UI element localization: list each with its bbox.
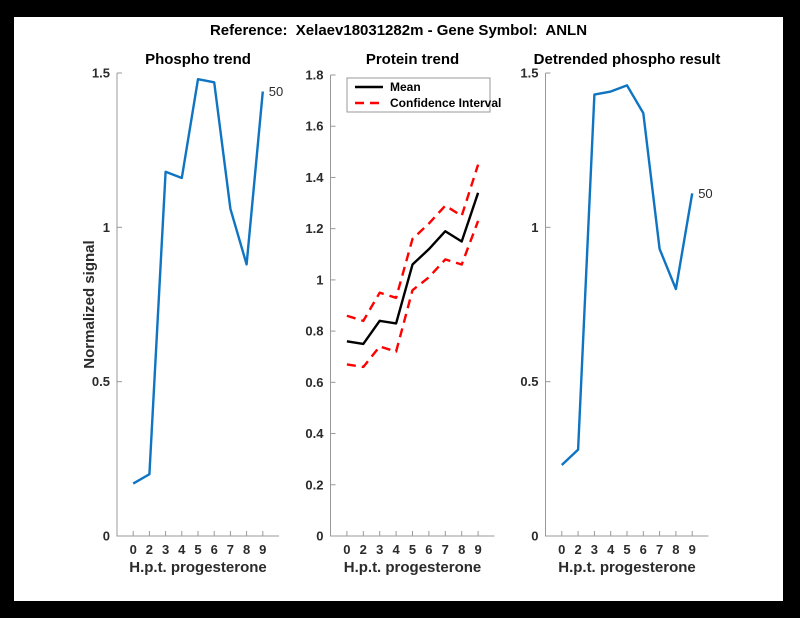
ci-upper-line <box>346 164 480 323</box>
y-tick-label: 0.2 <box>305 477 323 492</box>
axes-1-spines <box>330 75 495 537</box>
axes-2-spines <box>545 73 709 537</box>
y-tick-label: 0 <box>316 529 323 544</box>
y-tick-label: 0.5 <box>92 374 110 389</box>
x-axis-label-2: H.p.t. progesterone <box>558 559 696 576</box>
x-tick-label: 4 <box>178 542 186 557</box>
x-tick-label: 2 <box>574 542 581 557</box>
x-tick-label: 6 <box>211 542 218 557</box>
x-tick-label: 9 <box>689 542 696 557</box>
x-tick-label: 8 <box>243 542 250 557</box>
x-tick-label: 0 <box>130 542 137 557</box>
x-tick-label: 2 <box>360 542 367 557</box>
x-tick-label: 4 <box>392 542 400 557</box>
y-tick-label: 1.4 <box>305 170 324 185</box>
x-axis-label-1: H.p.t. progesterone <box>344 559 482 576</box>
legend-label-confidence-interval: Confidence Interval <box>390 96 501 110</box>
y-tick-label: 1 <box>103 220 110 235</box>
x-tick-label: 3 <box>591 542 598 557</box>
x-tick-label: 9 <box>474 542 481 557</box>
x-tick-label: 8 <box>672 542 679 557</box>
y-tick-label: 1.2 <box>305 221 323 236</box>
x-tick-label: 5 <box>194 542 201 557</box>
mean-line <box>346 192 480 346</box>
y-tick-label: 0.6 <box>305 375 323 390</box>
legend-label-mean: Mean <box>390 80 421 94</box>
x-tick-label: 9 <box>259 542 266 557</box>
x-tick-label: 7 <box>442 542 449 557</box>
y-tick-label: 1.5 <box>520 66 538 81</box>
x-tick-label: 0 <box>558 542 565 557</box>
y-tick-label: 0 <box>531 529 538 544</box>
y-tick-label: 0.8 <box>305 324 323 339</box>
y-tick-label: 1 <box>316 272 323 287</box>
subplot-title-0: Phospho trend <box>145 51 251 68</box>
figure-title: Reference: Xelaev18031282m - Gene Symbol… <box>209 22 588 39</box>
x-tick-label: 7 <box>656 542 663 557</box>
x-tick-label: 5 <box>409 542 416 557</box>
x-tick-label: 5 <box>623 542 630 557</box>
y-tick-label: 1 <box>531 220 538 235</box>
x-tick-label: 6 <box>640 542 647 557</box>
y-tick-label: 1.5 <box>92 66 110 81</box>
annotation-50: 50 <box>698 186 712 201</box>
y-tick-label: 1.6 <box>305 119 323 134</box>
x-tick-label: 2 <box>146 542 153 557</box>
legend-box <box>346 77 491 113</box>
y-tick-label: 0.5 <box>520 374 538 389</box>
y-tick-label: 0 <box>103 529 110 544</box>
subplot-title-2: Detrended phospho result <box>534 51 721 68</box>
axes-0-spines <box>116 73 279 537</box>
y-axis-label: Normalized signal <box>81 240 98 368</box>
x-axis-label-0: H.p.t. progesterone <box>129 559 267 576</box>
y-tick-label: 0.4 <box>305 426 324 441</box>
subplot-title-1: Protein trend <box>366 51 459 68</box>
figure-canvas: Reference: Xelaev18031282m - Gene Symbol… <box>14 17 783 601</box>
annotation-50: 50 <box>269 84 283 99</box>
x-tick-label: 0 <box>343 542 350 557</box>
x-tick-label: 8 <box>458 542 465 557</box>
ci-lower-line <box>346 220 480 369</box>
y-tick-label: 1.8 <box>305 68 323 83</box>
x-tick-label: 4 <box>607 542 615 557</box>
detrended-phospho-line <box>560 84 694 466</box>
x-tick-label: 3 <box>376 542 383 557</box>
x-tick-label: 6 <box>425 542 432 557</box>
x-tick-label: 7 <box>227 542 234 557</box>
phospho-signal-line <box>132 77 264 485</box>
x-tick-label: 3 <box>162 542 169 557</box>
